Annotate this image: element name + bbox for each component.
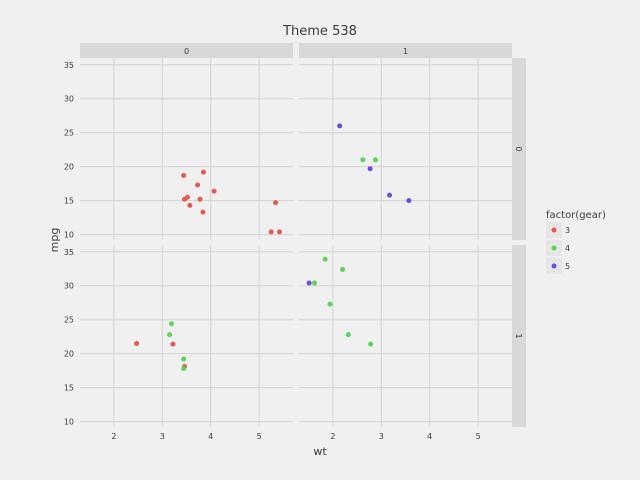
data-point (273, 200, 279, 206)
facet-strip-col-label: 1 (403, 47, 408, 56)
facet-strip-col (299, 43, 512, 58)
x-tick-label: 4 (208, 432, 213, 441)
legend-marker (551, 227, 557, 233)
data-point (200, 169, 206, 175)
y-tick-label: 30 (64, 282, 74, 291)
y-tick-label: 10 (64, 418, 74, 427)
data-point (181, 172, 187, 178)
data-point (167, 332, 173, 338)
legend-marker (551, 245, 557, 251)
y-tick-label: 15 (64, 384, 74, 393)
data-point (187, 202, 193, 208)
y-tick-label: 35 (64, 61, 74, 70)
x-tick-label: 4 (427, 432, 432, 441)
legend-label: 4 (565, 244, 570, 253)
data-point (345, 332, 351, 338)
facet-strip-row-label: 1 (514, 333, 523, 338)
data-point (406, 198, 412, 204)
x-tick-label: 3 (160, 432, 165, 441)
legend-label: 5 (565, 262, 570, 271)
x-tick-label: 2 (111, 432, 116, 441)
data-point (195, 182, 201, 188)
data-point (276, 229, 282, 235)
x-tick-label: 5 (476, 432, 481, 441)
x-tick-label: 3 (379, 432, 384, 441)
data-point (268, 229, 274, 235)
data-point (197, 196, 203, 202)
x-tick-label: 5 (257, 432, 262, 441)
y-tick-label: 35 (64, 248, 74, 257)
data-point (170, 341, 176, 347)
data-point (184, 194, 190, 200)
data-point (372, 157, 378, 163)
data-point (340, 266, 346, 272)
data-point (306, 280, 312, 286)
data-point (168, 321, 174, 327)
y-tick-label: 25 (64, 129, 74, 138)
data-point (367, 166, 373, 172)
facet-strip-row (512, 58, 526, 240)
data-point (211, 188, 217, 194)
data-point (360, 157, 366, 163)
legend-label: 3 (565, 226, 570, 235)
x-tick-label: 2 (330, 432, 335, 441)
data-point (200, 209, 206, 215)
y-tick-label: 25 (64, 316, 74, 325)
facet-strip-col-label: 0 (184, 47, 189, 56)
y-tick-label: 20 (64, 163, 74, 172)
data-point (337, 123, 343, 129)
data-point (387, 192, 393, 198)
data-point (327, 301, 333, 307)
y-tick-label: 15 (64, 197, 74, 206)
chart-title: Theme 538 (282, 24, 357, 39)
data-point (181, 366, 187, 372)
data-point (134, 340, 140, 346)
legend-marker (551, 263, 557, 269)
y-tick-label: 10 (64, 231, 74, 240)
data-point (181, 356, 187, 362)
data-point (368, 341, 374, 347)
data-point (311, 280, 317, 286)
x-axis-label: wt (313, 445, 327, 458)
y-tick-label: 20 (64, 350, 74, 359)
data-point (322, 256, 328, 262)
y-tick-label: 30 (64, 95, 74, 104)
legend-title: factor(gear) (546, 210, 606, 221)
facet-strip-col (80, 43, 293, 58)
legend: factor(gear) 3 4 5 (546, 210, 606, 274)
facet-strip-row-label: 0 (514, 146, 523, 151)
y-axis-label: mpg (48, 228, 61, 253)
facet-strip-row (512, 245, 526, 427)
